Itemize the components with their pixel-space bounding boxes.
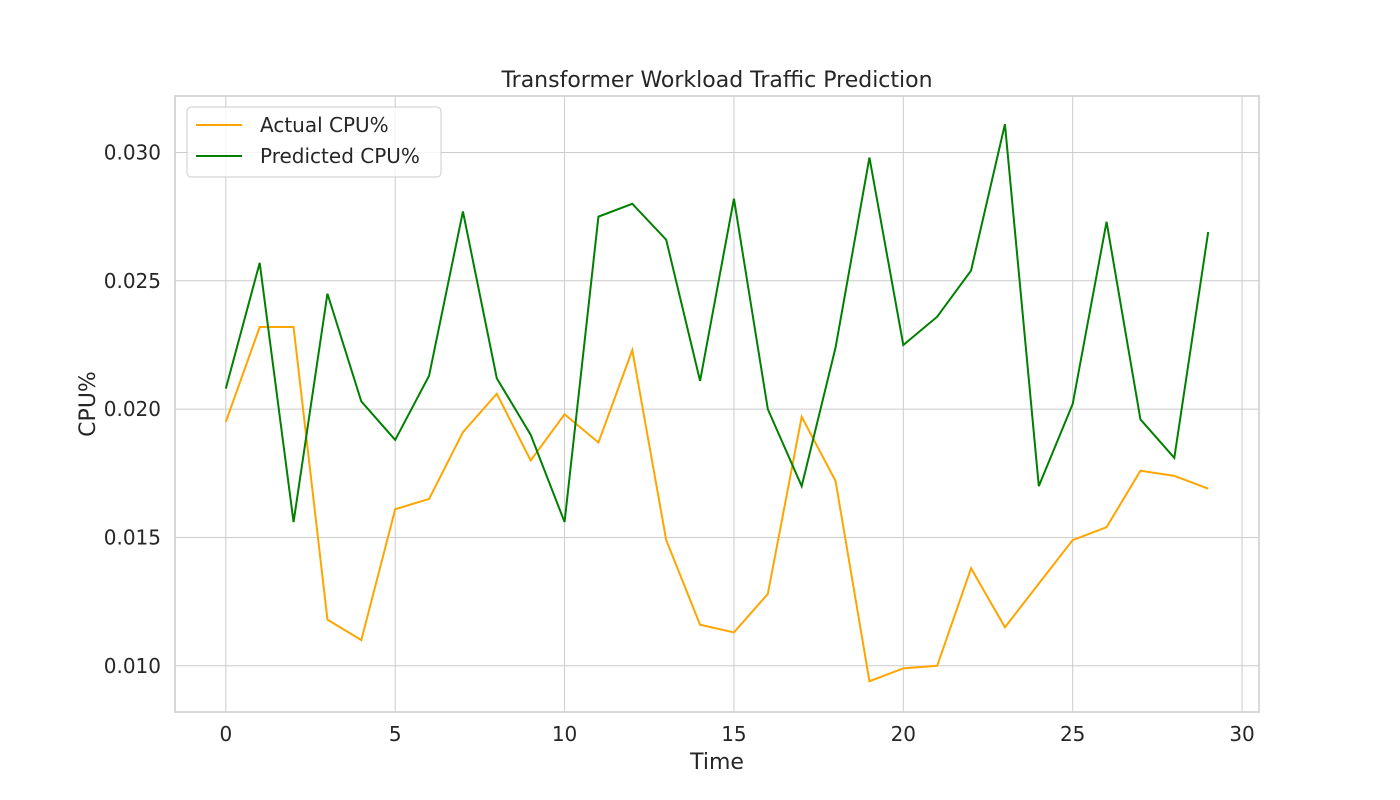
chart-title: Transformer Workload Traffic Prediction [500, 68, 932, 93]
y-tick-label: 0.015 [104, 525, 161, 549]
x-tick-label: 20 [891, 722, 916, 746]
y-ticks: 0.010 0.015 0.020 0.025 0.030 [104, 140, 161, 677]
x-tick-label: 5 [389, 722, 402, 746]
x-tick-label: 30 [1229, 722, 1254, 746]
y-tick-label: 0.010 [104, 654, 161, 678]
legend-label-actual: Actual CPU% [260, 113, 389, 137]
x-tick-label: 15 [721, 722, 746, 746]
y-tick-label: 0.025 [104, 269, 161, 293]
legend-label-predicted: Predicted CPU% [260, 144, 420, 168]
series-layer [224, 124, 1210, 683]
x-tick-label: 10 [552, 722, 577, 746]
y-tick-label: 0.030 [104, 140, 161, 164]
plot-frame [174, 95, 1260, 713]
plot-area [175, 96, 1259, 712]
series-line-actual-cpu [224, 326, 1209, 683]
legend: Actual CPU% Predicted CPU% [186, 106, 442, 178]
series-line-predicted-cpu [224, 124, 1210, 523]
x-tick-label: 25 [1060, 722, 1085, 746]
x-axis-label: Time [689, 750, 744, 775]
legend-box [186, 106, 442, 178]
y-tick-label: 0.020 [104, 397, 161, 421]
y-axis-label: CPU% [76, 371, 101, 437]
x-ticks: 0 5 10 15 20 25 30 [219, 722, 1254, 746]
x-tick-label: 0 [219, 722, 232, 746]
